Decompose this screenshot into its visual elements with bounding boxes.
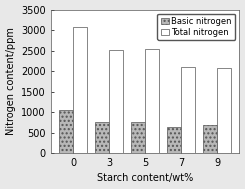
Bar [204, 125, 217, 153]
Bar [73, 27, 87, 153]
Legend: Basic nitrogen, Total nitrogen: Basic nitrogen, Total nitrogen [157, 14, 235, 40]
Bar [181, 67, 195, 153]
Bar [167, 127, 181, 153]
Bar [145, 49, 159, 153]
X-axis label: Starch content/wt%: Starch content/wt% [97, 174, 193, 184]
Bar [131, 122, 145, 153]
Bar [95, 122, 109, 153]
Y-axis label: Nitrogen content/ppm: Nitrogen content/ppm [6, 27, 15, 135]
Bar [109, 50, 123, 153]
Bar [59, 110, 73, 153]
Bar [217, 68, 231, 153]
